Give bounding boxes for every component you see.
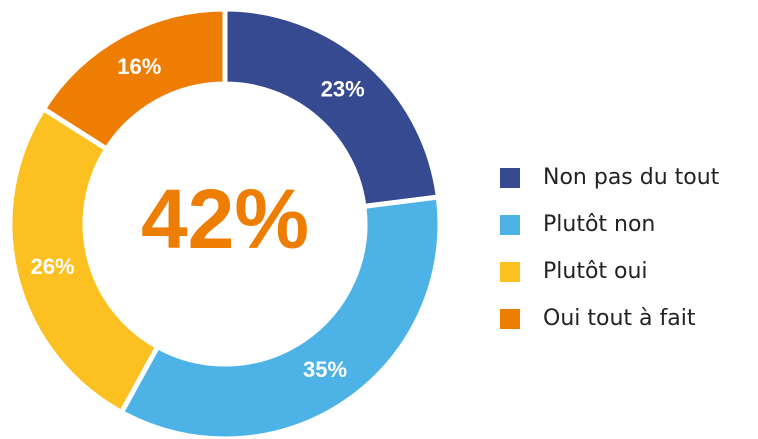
value-label: 16%: [117, 54, 161, 79]
legend-label: Plutôt oui: [543, 259, 648, 284]
legend-label: Oui tout à fait: [543, 306, 696, 331]
donut-segment: [7, 105, 161, 416]
legend-swatch: [500, 309, 520, 329]
legend-swatch: [500, 262, 520, 282]
donut-segment: [222, 6, 442, 210]
legend-swatch: [500, 168, 520, 188]
value-label: 26%: [31, 254, 75, 279]
value-label: 35%: [303, 357, 347, 382]
donut-segment: [40, 6, 228, 153]
center-label: 42%: [141, 172, 309, 266]
donut-segment: [118, 194, 443, 439]
legend-swatch: [500, 215, 520, 235]
value-label: 23%: [321, 76, 365, 101]
legend-label: Non pas du tout: [543, 165, 720, 190]
legend-label: Plutôt non: [543, 212, 655, 237]
